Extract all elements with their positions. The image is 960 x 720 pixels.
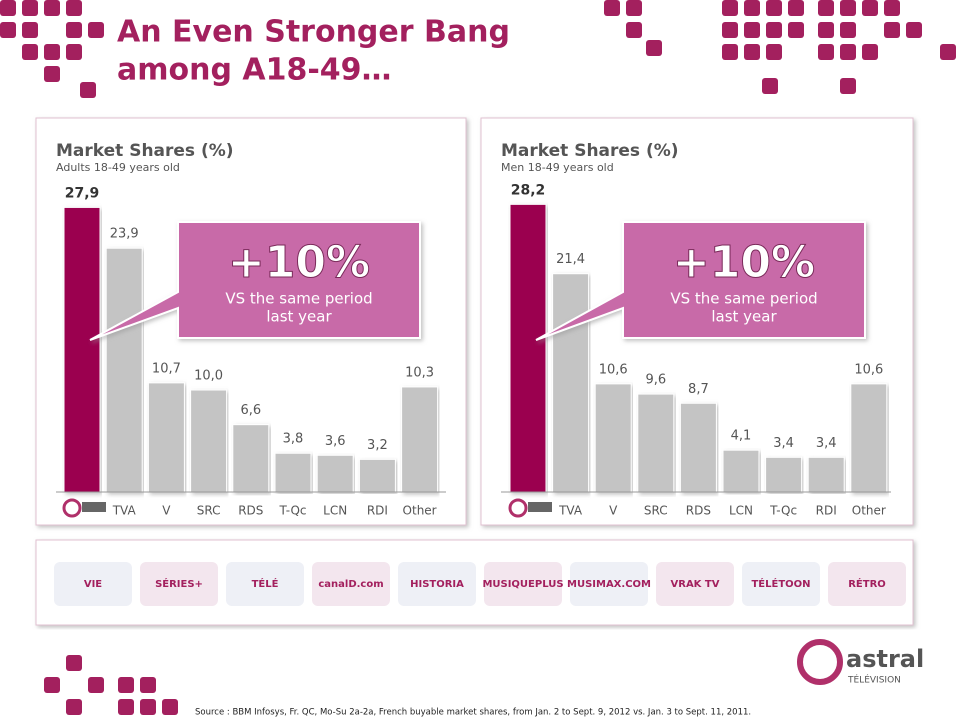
- bar: [274, 452, 312, 493]
- x-tick-label: TVA: [112, 504, 137, 518]
- chart-subtitle: Adults 18-49 years old: [56, 161, 180, 174]
- source-note: Source : BBM Infosys, Fr. QC, Mo-Su 2a-2…: [195, 708, 751, 718]
- brand-name: astral: [846, 645, 924, 673]
- bar: [190, 389, 228, 493]
- x-tick-label: RDS: [238, 504, 263, 518]
- value-label: 10,6: [599, 362, 628, 377]
- brand-sub: TÉLÉVISION: [847, 674, 901, 686]
- chart-title: Market Shares (%): [56, 141, 234, 161]
- bar: [509, 203, 547, 493]
- x-tick-label: LCN: [323, 504, 347, 518]
- x-tick-label: SRC: [197, 504, 221, 518]
- bar: [807, 456, 845, 493]
- x-tick-label: Other: [403, 504, 437, 518]
- bar: [401, 386, 439, 493]
- x-tick-label: RDI: [367, 504, 388, 518]
- value-label: 3,2: [367, 438, 388, 453]
- bar: [594, 383, 632, 493]
- slide-title: An Even Stronger Bang: [117, 15, 510, 50]
- callout-headline: +10%: [228, 237, 370, 288]
- category-logo: [82, 502, 106, 512]
- callout-text: VS the same period: [670, 290, 817, 308]
- category-logo: [508, 498, 528, 518]
- value-label: 3,8: [283, 432, 304, 447]
- logo-label: SÉRIES+: [155, 577, 203, 590]
- bar: [232, 424, 270, 493]
- logo-box: [54, 562, 132, 606]
- logo-box: [656, 562, 734, 606]
- x-tick-label: V: [609, 504, 618, 518]
- bar: [105, 247, 143, 493]
- brand-logo: astral TÉLÉVISION: [797, 639, 924, 686]
- logo-box: [312, 562, 390, 606]
- value-label: 28,2: [511, 182, 546, 198]
- bar: [358, 458, 396, 493]
- logo-box: [140, 562, 218, 606]
- chart-subtitle: Men 18-49 years old: [501, 161, 614, 174]
- callout-text: last year: [711, 308, 777, 326]
- bar: [637, 393, 675, 493]
- x-tick-label: SRC: [644, 504, 668, 518]
- value-label: 9,6: [645, 373, 666, 388]
- logo-box: [828, 562, 906, 606]
- value-label: 10,3: [405, 365, 434, 380]
- bar: [552, 273, 590, 493]
- value-label: 4,1: [731, 429, 752, 444]
- callout: [89, 221, 421, 341]
- chart-title: Market Shares (%): [501, 141, 679, 161]
- callout-text: last year: [266, 308, 332, 326]
- callout: [535, 221, 866, 341]
- value-label: 8,7: [688, 382, 709, 397]
- logo-box: [226, 562, 304, 606]
- logo-box: [484, 562, 562, 606]
- logo-label: RÉTRO: [848, 577, 886, 590]
- value-label: 3,4: [773, 436, 794, 451]
- bar: [722, 449, 760, 493]
- value-label: 6,6: [240, 403, 261, 418]
- logo-label: TÉLÉ: [252, 577, 279, 590]
- x-tick-label: T-Qc: [769, 504, 797, 518]
- bar: [316, 454, 354, 493]
- logo-label: VIE: [84, 579, 102, 590]
- category-logo: [62, 498, 82, 518]
- logo-label: HISTORIA: [410, 579, 464, 590]
- x-tick-label: RDI: [816, 504, 837, 518]
- value-label: 10,7: [152, 361, 181, 376]
- x-tick-label: Other: [852, 504, 886, 518]
- bar: [147, 382, 185, 493]
- x-tick-label: T-Qc: [278, 504, 306, 518]
- logo-label: MUSIMAX.COM: [567, 579, 651, 590]
- slide-title: among A18-49…: [117, 53, 392, 88]
- value-label: 27,9: [65, 185, 100, 201]
- x-tick-label: RDS: [686, 504, 711, 518]
- logo-box: [398, 562, 476, 606]
- x-tick-label: V: [162, 504, 171, 518]
- value-label: 10,6: [854, 362, 883, 377]
- value-label: 23,9: [110, 227, 139, 242]
- bar: [679, 402, 717, 493]
- callout-text: VS the same period: [225, 290, 372, 308]
- logo-box: [570, 562, 648, 606]
- value-label: 3,6: [325, 434, 346, 449]
- value-label: 10,0: [194, 369, 223, 384]
- bar: [765, 456, 803, 493]
- logo-box: [742, 562, 820, 606]
- value-label: 21,4: [556, 252, 585, 267]
- callout-headline: +10%: [673, 237, 815, 288]
- category-logo: [528, 502, 552, 512]
- logo-label: TÉLÉTOON: [751, 577, 810, 590]
- logo-label: canalD.com: [318, 579, 383, 590]
- bar: [63, 206, 101, 493]
- bar: [850, 383, 888, 493]
- logo-label: MUSIQUEPLUS: [482, 579, 563, 590]
- x-tick-label: LCN: [729, 504, 753, 518]
- logo-label: VRAK TV: [671, 579, 720, 590]
- x-tick-label: TVA: [558, 504, 583, 518]
- value-label: 3,4: [816, 436, 837, 451]
